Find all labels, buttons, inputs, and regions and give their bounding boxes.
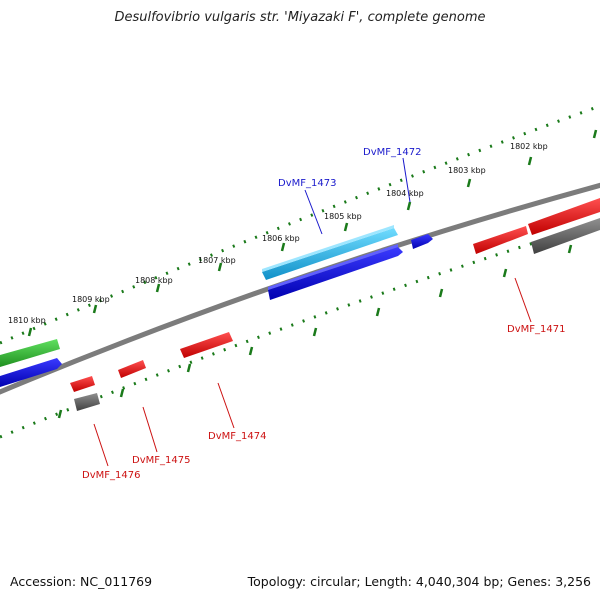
gray-gene-feature-right[interactable] <box>531 218 600 254</box>
scale-label: 1808 kbp <box>135 276 173 285</box>
gene-label-dvmf-1471[interactable]: DvMF_1471 <box>507 324 565 335</box>
scale-label: 1810 kbp <box>8 316 46 325</box>
gene-label-dvmf-1472[interactable]: DvMF_1472 <box>363 147 421 158</box>
red-gene-feature-right[interactable] <box>473 226 528 254</box>
gene-label-dvmf-1474[interactable]: DvMF_1474 <box>208 431 266 442</box>
scale-label: 1809 kbp <box>72 295 110 304</box>
genome-title: Desulfovibrio vulgaris str. 'Miyazaki F'… <box>114 10 486 25</box>
scale-label: 1803 kbp <box>448 166 486 175</box>
red-gene-dvmf-1476[interactable] <box>70 376 95 392</box>
scale-labels: 1802 kbp 1803 kbp 1804 kbp 1805 kbp 1806… <box>8 142 548 325</box>
cyan-gene-feature[interactable] <box>262 225 398 280</box>
scale-label: 1805 kbp <box>324 212 362 221</box>
outer-scale-track <box>0 104 600 345</box>
accession-text: Accession: NC_011769 <box>10 574 153 589</box>
gene-label-dvmf-1475[interactable]: DvMF_1475 <box>132 455 190 466</box>
blue-gene-feature-left[interactable] <box>0 358 62 387</box>
scale-label: 1802 kbp <box>510 142 548 151</box>
inner-major-ticks <box>57 244 573 419</box>
red-gene-dvmf-1471[interactable] <box>528 198 600 235</box>
scale-label: 1804 kbp <box>386 189 424 198</box>
red-gene-dvmf-1474[interactable] <box>180 332 233 358</box>
scale-label: 1806 kbp <box>262 234 300 243</box>
scale-label: 1807 kbp <box>198 256 236 265</box>
red-gene-dvmf-1475[interactable] <box>118 360 146 378</box>
genome-info-text: Topology: circular; Length: 4,040,304 bp… <box>247 574 591 589</box>
label-leaders <box>93 157 532 467</box>
green-gene-feature[interactable] <box>0 339 60 367</box>
gene-label-dvmf-1473[interactable]: DvMF_1473 <box>278 178 336 189</box>
outer-major-ticks <box>27 129 598 337</box>
blue-gene-feature-long[interactable] <box>268 244 403 300</box>
blue-gene-feature-small[interactable] <box>411 234 433 249</box>
gray-gene-dvmf-1476[interactable] <box>74 393 100 411</box>
gene-label-dvmf-1476[interactable]: DvMF_1476 <box>82 470 140 481</box>
